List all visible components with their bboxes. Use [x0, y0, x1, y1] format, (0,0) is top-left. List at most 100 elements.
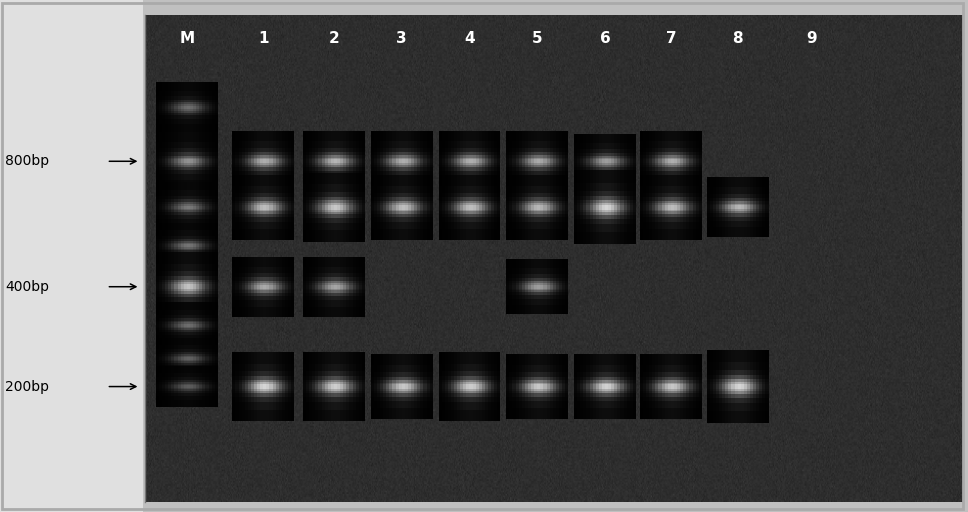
- Bar: [177, 206, 181, 209]
- Bar: [166, 100, 168, 115]
- Bar: [512, 158, 516, 165]
- Bar: [187, 323, 190, 328]
- Bar: [215, 158, 218, 165]
- Bar: [344, 152, 347, 170]
- Bar: [177, 158, 181, 165]
- Bar: [408, 175, 411, 240]
- Bar: [324, 192, 328, 223]
- Bar: [417, 155, 420, 167]
- Bar: [193, 133, 197, 190]
- Bar: [177, 96, 181, 119]
- Bar: [396, 380, 399, 393]
- Bar: [340, 184, 344, 230]
- Bar: [562, 380, 565, 393]
- Bar: [181, 223, 184, 269]
- Bar: [750, 375, 753, 398]
- Bar: [741, 370, 743, 403]
- Bar: [559, 158, 562, 165]
- Bar: [692, 365, 696, 408]
- Bar: [454, 384, 457, 389]
- Bar: [626, 153, 630, 170]
- Bar: [215, 190, 218, 224]
- Bar: [177, 302, 181, 348]
- Bar: [665, 372, 668, 401]
- Bar: [263, 382, 266, 391]
- Bar: [620, 196, 623, 219]
- Bar: [288, 197, 291, 218]
- Bar: [753, 198, 756, 217]
- Bar: [652, 158, 655, 165]
- Bar: [534, 380, 537, 393]
- Bar: [646, 203, 650, 211]
- Bar: [696, 193, 699, 222]
- Bar: [355, 131, 359, 191]
- Bar: [303, 159, 306, 163]
- Bar: [728, 194, 732, 221]
- Bar: [171, 241, 174, 250]
- Bar: [417, 203, 420, 211]
- Bar: [547, 152, 550, 170]
- Bar: [377, 382, 380, 391]
- Bar: [665, 131, 668, 191]
- Bar: [260, 158, 263, 165]
- Bar: [260, 159, 263, 163]
- Bar: [725, 194, 728, 221]
- Bar: [355, 267, 359, 307]
- Bar: [464, 148, 467, 175]
- Bar: [171, 349, 174, 368]
- Bar: [263, 352, 266, 421]
- Bar: [668, 385, 671, 389]
- Bar: [181, 354, 184, 362]
- Bar: [383, 201, 386, 214]
- Bar: [162, 182, 166, 232]
- Bar: [184, 102, 187, 113]
- Bar: [260, 380, 263, 393]
- Bar: [640, 148, 643, 175]
- Bar: [658, 205, 661, 209]
- Bar: [516, 376, 519, 397]
- Bar: [166, 142, 168, 180]
- Bar: [414, 175, 417, 240]
- Bar: [719, 370, 722, 403]
- Bar: [199, 373, 202, 400]
- Bar: [306, 152, 309, 170]
- Bar: [611, 149, 615, 174]
- Bar: [349, 152, 352, 170]
- Bar: [215, 280, 218, 294]
- Bar: [599, 376, 602, 397]
- Bar: [472, 364, 475, 410]
- Bar: [451, 364, 454, 410]
- Bar: [235, 203, 238, 211]
- Bar: [257, 148, 260, 175]
- Bar: [208, 324, 212, 327]
- Bar: [506, 268, 509, 305]
- Bar: [156, 315, 159, 335]
- Bar: [349, 159, 352, 163]
- Bar: [689, 159, 692, 163]
- Bar: [640, 193, 643, 222]
- Bar: [359, 257, 362, 316]
- Bar: [712, 205, 716, 209]
- Bar: [402, 372, 405, 401]
- Bar: [174, 102, 177, 113]
- Bar: [712, 375, 716, 398]
- Bar: [257, 273, 260, 300]
- Bar: [181, 190, 184, 224]
- Bar: [580, 143, 584, 180]
- Bar: [528, 268, 531, 305]
- Bar: [668, 205, 671, 209]
- Bar: [190, 223, 193, 269]
- Bar: [587, 354, 590, 419]
- Bar: [460, 364, 464, 410]
- Bar: [509, 152, 512, 170]
- Bar: [681, 148, 683, 175]
- Bar: [741, 187, 743, 227]
- Bar: [580, 203, 584, 212]
- Bar: [235, 152, 238, 170]
- Bar: [587, 134, 590, 189]
- Bar: [362, 352, 365, 421]
- Bar: [208, 104, 212, 111]
- Bar: [254, 273, 257, 300]
- Bar: [168, 310, 171, 340]
- Bar: [359, 382, 362, 391]
